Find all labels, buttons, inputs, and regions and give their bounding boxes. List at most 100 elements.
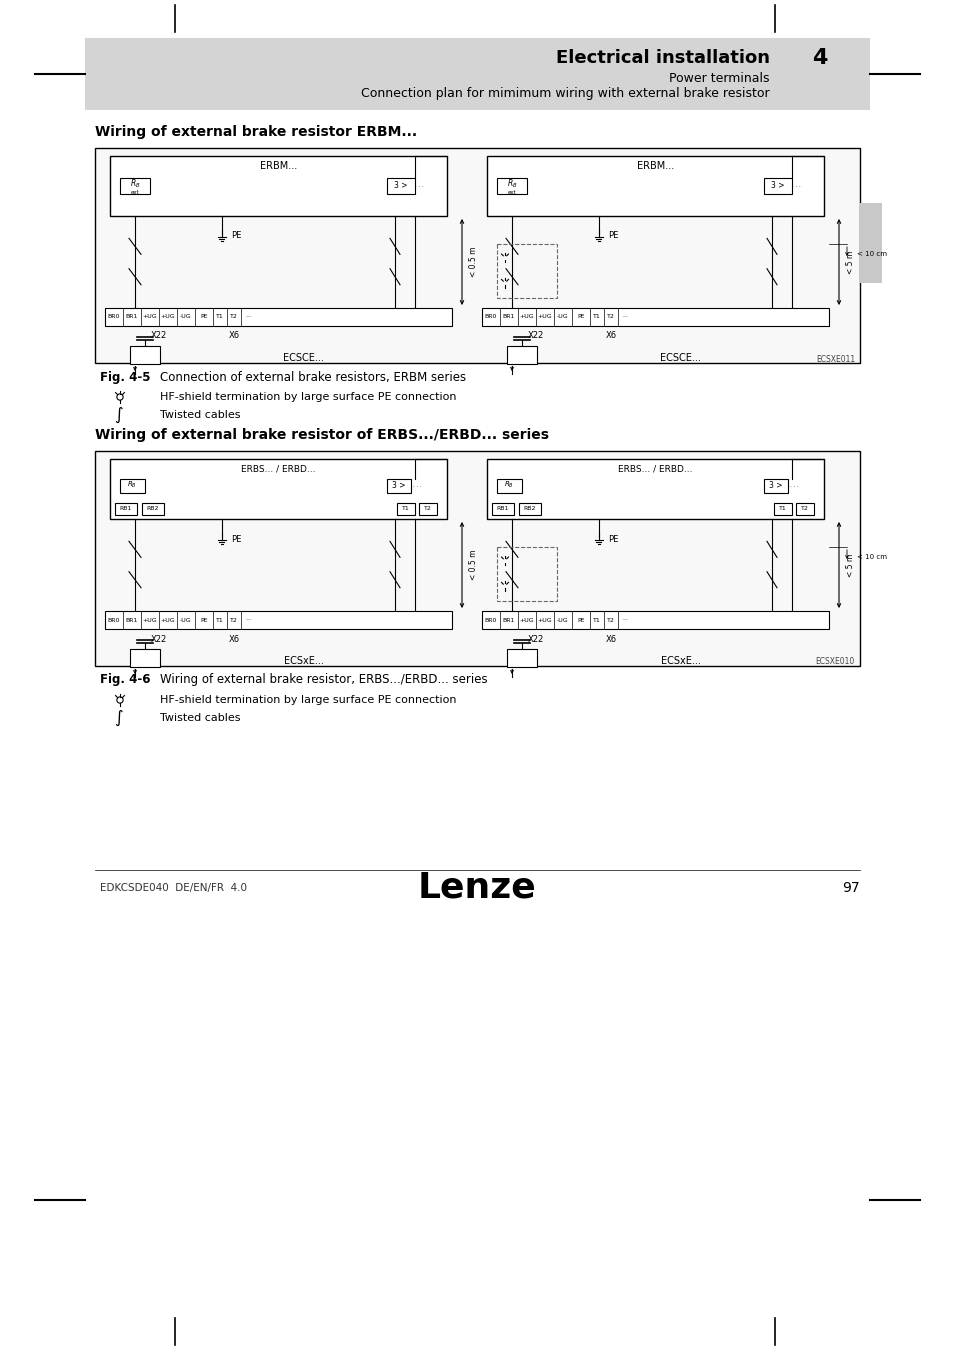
- Text: ECSxE...: ECSxE...: [283, 656, 323, 666]
- Text: +UG: +UG: [143, 617, 157, 622]
- Text: PE: PE: [231, 231, 241, 240]
- Text: Fig. 4-5: Fig. 4-5: [100, 370, 151, 383]
- Text: Lenze: Lenze: [417, 871, 536, 904]
- Text: Wiring of external brake resistor, ERBS.../ERBD... series: Wiring of external brake resistor, ERBS.…: [160, 674, 487, 687]
- Text: Connection of external brake resistors, ERBM series: Connection of external brake resistors, …: [160, 370, 466, 383]
- Text: < 5 m: < 5 m: [845, 554, 855, 576]
- Bar: [497, 244, 557, 298]
- Text: X22: X22: [527, 332, 543, 340]
- Bar: [110, 459, 447, 518]
- Bar: [795, 504, 813, 514]
- Bar: [130, 649, 160, 667]
- Bar: [95, 148, 859, 363]
- Text: PE: PE: [607, 535, 618, 544]
- Text: -UG: -UG: [557, 315, 568, 320]
- Bar: [481, 308, 828, 325]
- Text: 4: 4: [811, 49, 827, 68]
- Bar: [763, 178, 791, 194]
- Text: RB2: RB2: [147, 506, 159, 512]
- Text: T1: T1: [402, 506, 410, 512]
- Text: Wiring of external brake resistor ERBM...: Wiring of external brake resistor ERBM..…: [95, 126, 416, 139]
- Bar: [85, 38, 869, 109]
- Text: HF-shield termination by large surface PE connection: HF-shield termination by large surface P…: [160, 392, 456, 402]
- Text: Electrical installation: Electrical installation: [556, 49, 769, 68]
- Text: ERBS... / ERBD...: ERBS... / ERBD...: [618, 464, 692, 474]
- Text: 3 >: 3 >: [768, 482, 781, 490]
- Text: · · ·: · · ·: [415, 184, 423, 189]
- Text: T1: T1: [779, 506, 786, 512]
- Text: BR0: BR0: [484, 617, 497, 622]
- Text: Connection plan for mimimum wiring with external brake resistor: Connection plan for mimimum wiring with …: [361, 88, 769, 100]
- Text: ···: ···: [621, 617, 627, 622]
- Text: X6: X6: [228, 634, 239, 644]
- Text: ext: ext: [507, 190, 516, 196]
- Text: Power terminals: Power terminals: [669, 72, 769, 85]
- Text: RB1: RB1: [497, 506, 509, 512]
- Text: T1: T1: [216, 315, 224, 320]
- Bar: [115, 504, 137, 514]
- Bar: [387, 479, 411, 493]
- Text: X22: X22: [151, 634, 167, 644]
- Text: < 10 cm: < 10 cm: [856, 251, 886, 256]
- Bar: [105, 308, 452, 325]
- Text: ···: ···: [245, 315, 251, 320]
- Text: ECSXE011: ECSXE011: [815, 355, 854, 363]
- Bar: [492, 504, 514, 514]
- Text: ERBM...: ERBM...: [637, 161, 674, 171]
- Text: T2: T2: [230, 617, 237, 622]
- Bar: [773, 504, 791, 514]
- Text: T1: T1: [593, 315, 600, 320]
- Text: Twisted cables: Twisted cables: [160, 713, 240, 724]
- Text: BR1: BR1: [126, 315, 138, 320]
- Text: ERBS... / ERBD...: ERBS... / ERBD...: [241, 464, 315, 474]
- Bar: [130, 346, 160, 365]
- Text: BR0: BR0: [108, 617, 120, 622]
- Text: +UG: +UG: [537, 315, 552, 320]
- Text: RB2: RB2: [523, 506, 536, 512]
- Bar: [142, 504, 164, 514]
- Text: ECSxE...: ECSxE...: [659, 656, 700, 666]
- Text: BR0: BR0: [108, 315, 120, 320]
- Text: 3 >: 3 >: [394, 181, 407, 190]
- Text: · · ·: · · ·: [789, 483, 798, 489]
- Text: +UG: +UG: [519, 315, 534, 320]
- Text: < 0.5 m: < 0.5 m: [469, 549, 478, 580]
- Text: +UG: +UG: [143, 315, 157, 320]
- Text: Twisted cables: Twisted cables: [160, 410, 240, 420]
- Bar: [763, 479, 787, 493]
- Text: EDKCSDE040  DE/EN/FR  4.0: EDKCSDE040 DE/EN/FR 4.0: [100, 883, 247, 892]
- Text: ∫: ∫: [113, 406, 122, 424]
- Bar: [481, 612, 828, 629]
- Text: PE: PE: [577, 315, 584, 320]
- Bar: [486, 459, 823, 518]
- Bar: [497, 547, 557, 601]
- Text: -UG: -UG: [180, 315, 192, 320]
- Text: Fig. 4-6: Fig. 4-6: [100, 674, 151, 687]
- Text: ···: ···: [621, 315, 627, 320]
- Text: +UG: +UG: [160, 315, 175, 320]
- Text: +UG: +UG: [519, 617, 534, 622]
- Text: ECSXE010: ECSXE010: [815, 657, 854, 667]
- Text: X6: X6: [228, 332, 239, 340]
- Text: Wiring of external brake resistor of ERBS.../ERBD... series: Wiring of external brake resistor of ERB…: [95, 428, 548, 441]
- Text: < 5 m: < 5 m: [845, 250, 855, 274]
- Text: +UG: +UG: [160, 617, 175, 622]
- Text: 3 >: 3 >: [770, 181, 784, 190]
- Text: PE: PE: [200, 315, 208, 320]
- Bar: [105, 612, 452, 629]
- Text: X22: X22: [527, 634, 543, 644]
- Text: ext: ext: [131, 190, 139, 196]
- Bar: [387, 178, 415, 194]
- Text: ECSCE...: ECSCE...: [283, 352, 324, 363]
- Text: PE: PE: [200, 617, 208, 622]
- Text: X6: X6: [605, 634, 616, 644]
- Text: < 0.5 m: < 0.5 m: [469, 247, 478, 277]
- Text: BR1: BR1: [502, 315, 515, 320]
- Text: ECSCE...: ECSCE...: [659, 352, 700, 363]
- Bar: [506, 346, 537, 365]
- Bar: [486, 157, 823, 216]
- Bar: [418, 504, 436, 514]
- Bar: [497, 479, 521, 493]
- Text: < 10 cm: < 10 cm: [856, 554, 886, 560]
- Text: T2: T2: [230, 315, 237, 320]
